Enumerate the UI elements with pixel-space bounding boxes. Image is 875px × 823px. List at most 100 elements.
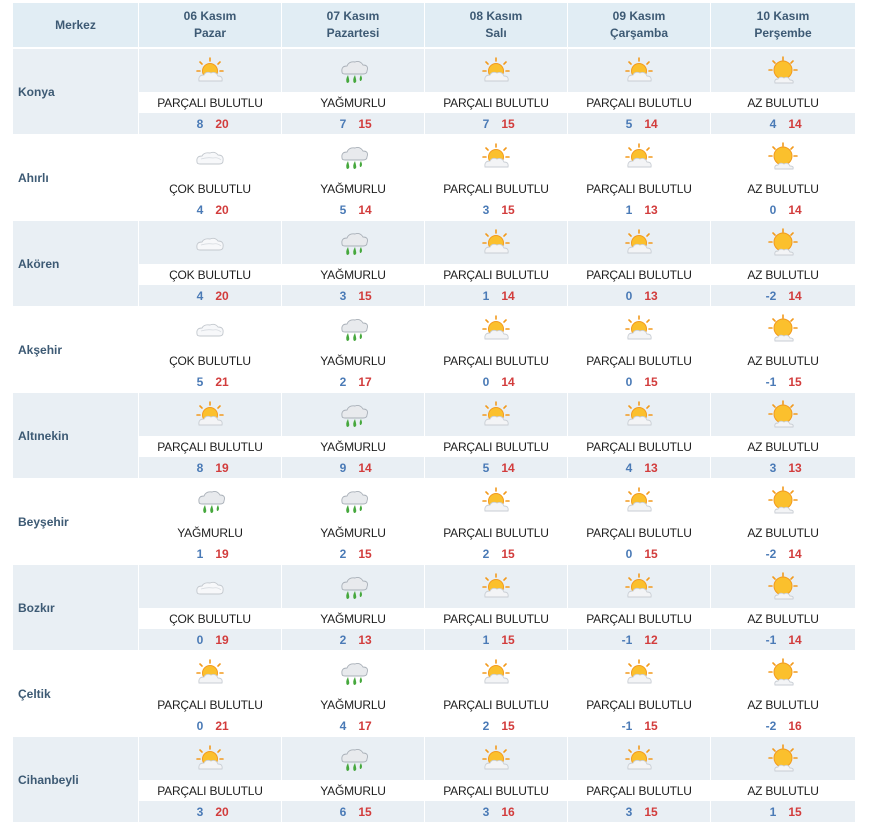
weather-description: ÇOK BULUTLU — [139, 350, 281, 371]
weather-description: AZ BULUTLU — [711, 264, 855, 285]
max-temperature: 15 — [358, 546, 372, 561]
weather-description: YAĞMURLU — [282, 436, 424, 457]
day-forecast-cell: PARÇALI BULUTLU 8 19 — [138, 393, 281, 479]
weather-description: PARÇALI BULUTLU — [568, 264, 710, 285]
max-temperature: 15 — [788, 374, 802, 389]
day-date: 09 Kasım — [612, 9, 666, 23]
location-name[interactable]: Akören — [13, 221, 138, 307]
day-forecast-cell: PARÇALI BULUTLU 0 15 — [567, 307, 710, 393]
weather-description: YAĞMURLU — [282, 608, 424, 629]
day-forecast-cell: YAĞMURLU 2 17 — [281, 307, 424, 393]
rain-icon — [336, 56, 370, 86]
weather-icon-cell — [425, 135, 567, 178]
temperature-range: 3 16 — [425, 801, 567, 823]
day-date: 06 Kasım — [183, 9, 237, 23]
max-temperature: 13 — [644, 460, 658, 475]
weather-description: PARÇALI BULUTLU — [568, 92, 710, 113]
max-temperature: 17 — [358, 374, 372, 389]
temperature-range: 1 14 — [425, 285, 567, 307]
day-forecast-cell: YAĞMURLU 3 15 — [281, 221, 424, 307]
partly-cloudy-icon — [479, 400, 513, 430]
min-temperature: 0 — [625, 374, 633, 389]
weather-description: AZ BULUTLU — [711, 780, 855, 801]
weather-description: PARÇALI BULUTLU — [425, 350, 567, 371]
day-weekday: Pazar — [193, 26, 227, 40]
location-name[interactable]: Cihanbeyli — [13, 737, 138, 823]
weather-description: PARÇALI BULUTLU — [425, 522, 567, 543]
few-clouds-icon — [766, 399, 800, 430]
weather-description: PARÇALI BULUTLU — [568, 608, 710, 629]
few-clouds-icon — [766, 141, 800, 172]
partly-cloudy-icon — [479, 658, 513, 688]
partly-cloudy-icon — [193, 56, 227, 86]
rain-icon — [336, 572, 370, 602]
max-temperature: 15 — [501, 546, 515, 561]
temperature-range: 4 20 — [139, 285, 281, 307]
temperature-range: 8 19 — [139, 457, 281, 479]
partly-cloudy-icon — [479, 572, 513, 602]
day-weekday: Çarşamba — [609, 26, 669, 40]
min-temperature: 4 — [339, 718, 347, 733]
day-forecast-cell: YAĞMURLU 4 17 — [281, 651, 424, 737]
day-header: 06 Kasım Pazar — [138, 3, 281, 47]
weather-icon-cell — [282, 479, 424, 522]
location-column-header: Merkez — [13, 3, 138, 47]
location-name[interactable]: Ahırlı — [13, 135, 138, 221]
partly-cloudy-icon — [479, 744, 513, 774]
table-row: Akören ÇOK BULUTLU 4 20 YAĞMURLU 3 15 PARÇALI B… — [13, 221, 859, 307]
weather-icon-cell — [568, 221, 710, 264]
day-forecast-cell: AZ BULUTLU -2 14 — [710, 479, 855, 565]
weather-icon-cell — [425, 737, 567, 780]
location-name[interactable]: Akşehir — [13, 307, 138, 393]
table-header: Merkez 06 Kasım Pazar 07 Kasım Pazartesi… — [13, 3, 859, 47]
rain-icon — [336, 658, 370, 688]
weather-description: PARÇALI BULUTLU — [425, 436, 567, 457]
location-name[interactable]: Konya — [13, 49, 138, 135]
partly-cloudy-icon — [622, 142, 656, 172]
location-name[interactable]: Beyşehir — [13, 479, 138, 565]
temperature-range: 2 13 — [282, 629, 424, 651]
location-column-label: Merkez — [55, 17, 96, 32]
day-forecast-cell: AZ BULUTLU -1 14 — [710, 565, 855, 651]
temperature-range: 9 14 — [282, 457, 424, 479]
cloudy-icon — [193, 314, 227, 344]
table-row: Ahırlı ÇOK BULUTLU 4 20 YAĞMURLU 5 14 PARÇALI B… — [13, 135, 859, 221]
weather-description: PARÇALI BULUTLU — [425, 608, 567, 629]
weather-icon-cell — [568, 135, 710, 178]
location-name[interactable]: Bozkır — [13, 565, 138, 651]
temperature-range: 5 14 — [282, 199, 424, 221]
day-forecast-cell: PARÇALI BULUTLU 3 16 — [424, 737, 567, 823]
day-forecast-cell: AZ BULUTLU 3 13 — [710, 393, 855, 479]
location-name[interactable]: Çeltik — [13, 651, 138, 737]
max-temperature: 14 — [788, 116, 802, 131]
weather-icon-cell — [568, 737, 710, 780]
weather-icon-cell — [711, 135, 855, 178]
weather-icon-cell — [282, 49, 424, 92]
max-temperature: 14 — [788, 632, 802, 647]
max-temperature: 21 — [215, 374, 229, 389]
location-name[interactable]: Altınekin — [13, 393, 138, 479]
min-temperature: 8 — [196, 116, 204, 131]
max-temperature: 14 — [501, 374, 515, 389]
min-temperature: 3 — [339, 288, 347, 303]
day-forecast-cell: PARÇALI BULUTLU -1 15 — [567, 651, 710, 737]
weather-description: AZ BULUTLU — [711, 92, 855, 113]
max-temperature: 13 — [644, 288, 658, 303]
weather-description: PARÇALI BULUTLU — [425, 780, 567, 801]
weather-description: ÇOK BULUTLU — [139, 608, 281, 629]
min-temperature: 3 — [625, 804, 633, 819]
partly-cloudy-icon — [479, 142, 513, 172]
weather-icon-cell — [425, 307, 567, 350]
temperature-range: -2 14 — [711, 543, 855, 565]
temperature-range: 3 15 — [425, 199, 567, 221]
rain-icon — [336, 400, 370, 430]
min-temperature: 4 — [625, 460, 633, 475]
max-temperature: 15 — [358, 804, 372, 819]
weather-description: YAĞMURLU — [139, 522, 281, 543]
max-temperature: 13 — [358, 632, 372, 647]
weather-description: PARÇALI BULUTLU — [139, 694, 281, 715]
day-forecast-cell: ÇOK BULUTLU 5 21 — [138, 307, 281, 393]
day-forecast-cell: AZ BULUTLU -2 16 — [710, 651, 855, 737]
day-forecast-cell: ÇOK BULUTLU 0 19 — [138, 565, 281, 651]
min-temperature: 2 — [482, 546, 490, 561]
